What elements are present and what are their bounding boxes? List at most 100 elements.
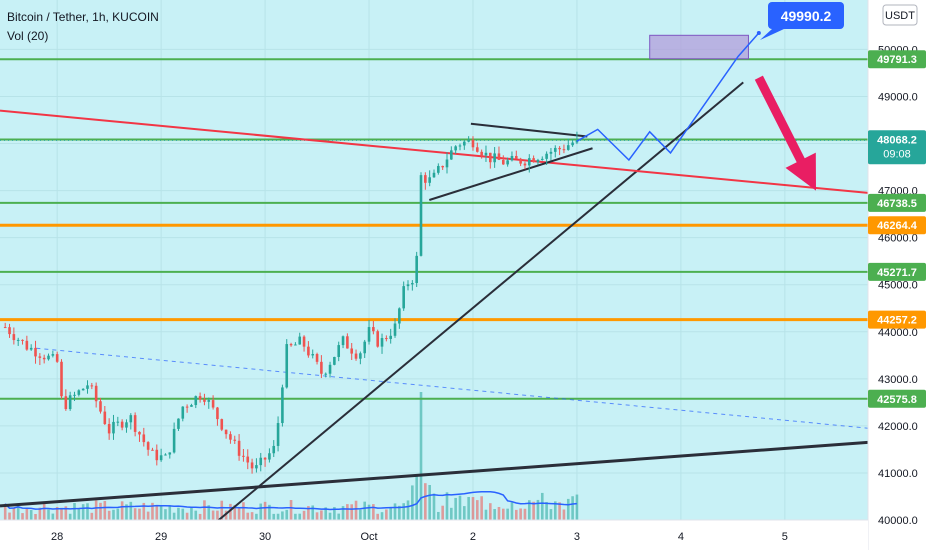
candle-up [363, 339, 366, 358]
time-axis-panel[interactable] [0, 520, 868, 550]
volume-bar [514, 509, 518, 520]
volume-bar [272, 513, 276, 520]
volume-bar [289, 500, 293, 520]
candle-down [99, 397, 102, 414]
candle-up [268, 448, 271, 463]
volume-bar [250, 512, 254, 520]
volume-bar [359, 509, 362, 520]
volume-bar [220, 500, 224, 520]
time-tick-label: 4 [678, 531, 684, 543]
red-trendline[interactable] [0, 109, 868, 194]
volume-bar [151, 502, 154, 520]
svg-text:42575.8: 42575.8 [877, 394, 917, 406]
volume-bar [458, 495, 462, 520]
volume-bar [337, 513, 341, 520]
candle-down [94, 382, 98, 408]
volume-bar [42, 503, 46, 520]
volume-bar [194, 510, 198, 520]
volume-bar [198, 513, 202, 520]
volume-bar [566, 498, 570, 520]
candle-down [60, 359, 63, 399]
volume-bar [398, 505, 401, 520]
target-zone-box[interactable] [649, 34, 749, 60]
candle-up [194, 395, 198, 409]
candle-up [190, 403, 193, 407]
candle-down [233, 435, 237, 444]
black-trendline-base[interactable] [0, 440, 868, 508]
volume-bars [3, 392, 579, 520]
currency-badge[interactable]: USDT [882, 4, 918, 26]
horizontal-levels[interactable] [0, 58, 868, 400]
candle-up [294, 342, 297, 346]
volume-bar [107, 510, 111, 520]
candle-down [562, 144, 566, 154]
candle-down [224, 429, 228, 439]
candle-down [155, 444, 159, 466]
volume-bar [233, 505, 237, 520]
volume-bar [372, 504, 375, 520]
candle-up [553, 145, 557, 158]
volume-bar [411, 485, 414, 520]
candle-down [107, 418, 111, 440]
target-price-callout[interactable]: 49990.2 [760, 2, 844, 40]
volume-bar [216, 510, 219, 520]
black-trendline-steep[interactable] [213, 81, 744, 524]
volume-indicator-label[interactable]: Vol (20) [7, 29, 48, 43]
svg-text:45271.7: 45271.7 [877, 267, 917, 279]
volume-bar [380, 512, 384, 520]
volume-bar [133, 508, 137, 520]
volume-bar [146, 511, 150, 520]
volume-bar [294, 513, 297, 520]
volume-bar [29, 510, 33, 520]
volume-bar [47, 509, 50, 520]
projection-layer[interactable] [576, 30, 816, 191]
candle-up [47, 353, 50, 361]
candle-down [497, 146, 501, 161]
candle-down [519, 157, 522, 167]
dashed-trendline[interactable] [36, 347, 868, 429]
volume-bar [424, 483, 427, 520]
triangle-lower-line[interactable] [429, 147, 593, 201]
candle-down [237, 434, 241, 461]
time-tick-label: 3 [574, 531, 580, 543]
volume-bar [211, 510, 215, 520]
candle-up [207, 397, 211, 409]
triangle-upper-line[interactable] [470, 122, 588, 138]
projection-end-dot [756, 30, 761, 35]
candle-down [471, 136, 475, 151]
volume-bar [77, 507, 81, 520]
svg-text:46264.4: 46264.4 [877, 220, 918, 232]
candle-down [480, 149, 483, 159]
candle-up [359, 351, 362, 365]
chart-legend[interactable]: Bitcoin / Tether, 1h, KUCOIN Vol (20) [7, 10, 159, 43]
candles [3, 131, 579, 474]
candle-down [489, 152, 492, 169]
candle-up [545, 151, 548, 166]
shaded-zone [0, 0, 868, 520]
level-price-label: 46738.5 [868, 193, 926, 212]
candle-down [142, 427, 146, 447]
volume-bar [60, 507, 63, 520]
candle-down [12, 327, 16, 345]
svg-text:49791.3: 49791.3 [877, 54, 917, 66]
projection-path[interactable] [576, 32, 760, 162]
symbol-title[interactable]: Bitcoin / Tether, 1h, KUCOIN [7, 10, 159, 24]
volume-bar [237, 508, 241, 520]
candle-up [324, 372, 328, 378]
down-arrow[interactable] [754, 75, 816, 191]
volume-bar [549, 509, 553, 520]
candle-down [220, 418, 224, 432]
candle-up [402, 281, 405, 311]
price-tick-label: 45000.0 [878, 280, 918, 292]
candle-up [129, 413, 133, 430]
candle-up [116, 416, 120, 427]
candle-down [8, 323, 11, 338]
volume-bar [185, 512, 189, 520]
drawings[interactable] [0, 81, 868, 524]
volume-bar [12, 507, 16, 520]
candle-up [159, 448, 163, 462]
volume-bar [432, 493, 436, 520]
volume-bar [571, 496, 574, 520]
